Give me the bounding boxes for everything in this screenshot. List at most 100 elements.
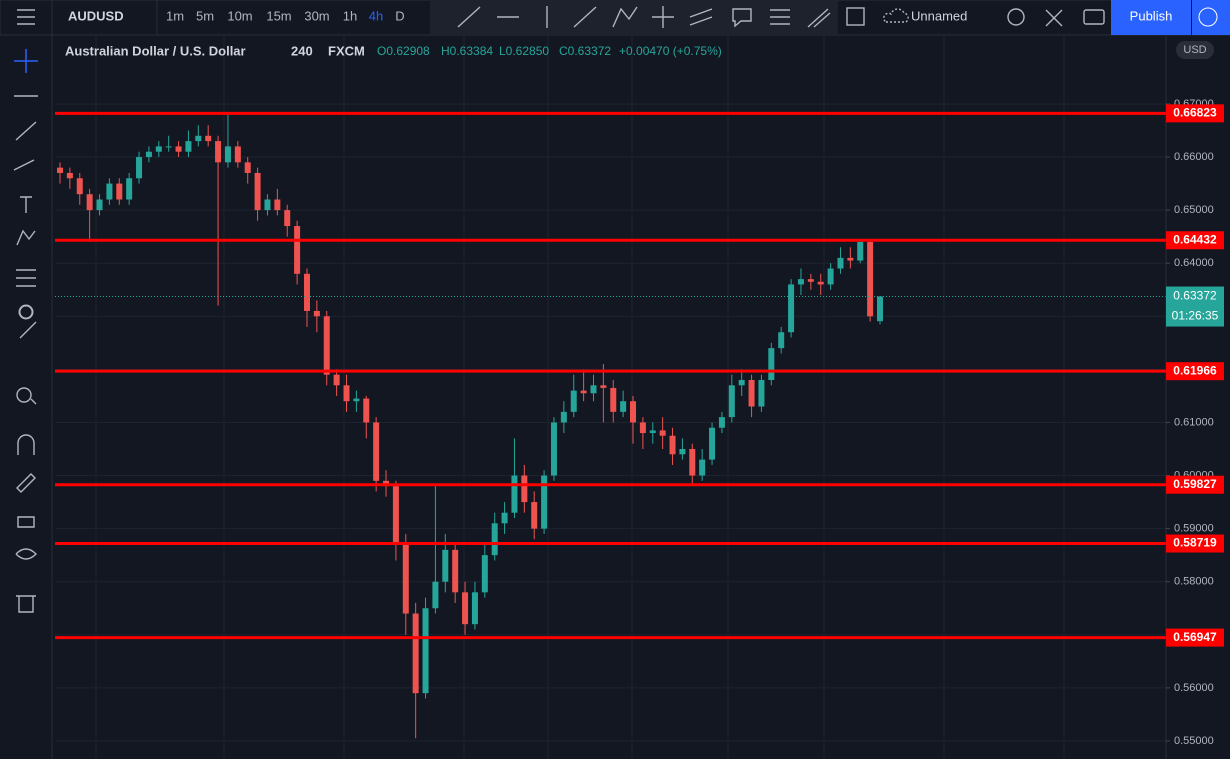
candle-body <box>126 178 133 200</box>
candle-body <box>541 475 548 529</box>
interval-button[interactable]: 4h <box>369 8 383 23</box>
candle-body <box>363 398 370 423</box>
level-label: 0.61966 <box>1173 363 1217 377</box>
candle-body <box>195 135 202 142</box>
candle-body <box>728 385 735 418</box>
candle-body <box>402 544 409 614</box>
level-label: 0.66823 <box>1173 106 1217 120</box>
symbol[interactable]: AUDUSD <box>68 8 124 23</box>
candle-body <box>689 448 696 476</box>
candle-body <box>145 151 152 158</box>
interval-button[interactable]: D <box>395 8 404 23</box>
level-tag <box>1166 475 1224 494</box>
candle-body <box>877 296 883 322</box>
drawing-tools[interactable] <box>457 6 831 28</box>
candle-body <box>590 385 597 394</box>
candle-body <box>639 422 646 434</box>
replay-button[interactable] <box>1192 0 1230 35</box>
candle-body <box>462 592 469 625</box>
candle-body <box>422 608 429 694</box>
cloud-icon <box>883 8 909 23</box>
layout-name[interactable]: Unnamed <box>911 8 967 23</box>
candle-body <box>817 281 824 285</box>
candle-body <box>373 422 380 481</box>
currency-badge[interactable] <box>1176 41 1214 59</box>
candle-body <box>215 141 222 163</box>
candle-body <box>679 448 686 455</box>
legend-open: O0.62908 <box>377 44 430 58</box>
candle-body <box>511 475 518 513</box>
candle-body <box>244 162 251 173</box>
level-label: 0.58719 <box>1173 536 1217 550</box>
left-toolbar[interactable] <box>13 49 38 613</box>
menu-button[interactable] <box>17 9 35 25</box>
candle-body <box>531 502 538 529</box>
candle-body <box>442 549 449 582</box>
candle-body <box>264 199 271 211</box>
candle-body <box>857 241 864 261</box>
fullscreen-button[interactable] <box>1045 9 1063 27</box>
screenshot-button[interactable] <box>1083 9 1105 25</box>
level-label: 0.59827 <box>1173 477 1217 491</box>
level-tag <box>1166 628 1224 647</box>
y-tick-label: 0.64000 <box>1174 257 1214 269</box>
candle-body <box>620 401 627 412</box>
candle-body <box>86 194 93 211</box>
candle-body <box>501 512 508 524</box>
candle-body <box>748 379 755 407</box>
level-label: 0.64432 <box>1173 232 1217 246</box>
candle-body <box>649 430 656 434</box>
candle-body <box>847 257 854 261</box>
y-tick-label: 0.61000 <box>1174 416 1214 428</box>
candle-body <box>333 374 340 386</box>
interval-button[interactable]: 10m <box>227 8 252 23</box>
grid <box>55 36 1166 759</box>
candle-body <box>175 146 182 152</box>
intervals: 1m 5m 10m 15m 30m 1h 4h D <box>166 8 405 23</box>
candle-body <box>205 135 212 142</box>
level-tag <box>1166 104 1224 123</box>
candle-body <box>758 379 765 407</box>
legend-close: C0.63372 <box>559 44 611 58</box>
publish-button[interactable] <box>1111 0 1191 35</box>
rectangle-tool[interactable] <box>846 7 865 26</box>
y-tick-label: 0.58000 <box>1174 576 1214 588</box>
interval-button[interactable]: 1h <box>343 8 357 23</box>
candle-body <box>699 459 706 476</box>
price-axis: 0.550000.560000.570000.580000.590000.600… <box>1166 98 1224 747</box>
candle-body <box>66 172 73 179</box>
y-tick-label: 0.66000 <box>1174 151 1214 163</box>
legend-title: Australian Dollar / U.S. Dollar <box>65 43 246 58</box>
candle-body <box>491 523 498 556</box>
candle-body <box>471 592 478 625</box>
countdown-label: 01:26:35 <box>1172 309 1219 323</box>
y-tick-label: 0.59000 <box>1174 523 1214 535</box>
candle-body <box>738 379 745 386</box>
candle-body <box>807 279 814 282</box>
candle-body <box>136 157 143 179</box>
replay-icon <box>1198 7 1218 27</box>
candle-body <box>155 146 162 152</box>
candle-body <box>600 385 607 388</box>
candle-body <box>778 332 785 349</box>
interval-button[interactable]: 30m <box>304 8 329 23</box>
candle-body <box>284 210 291 227</box>
legend-change: +0.00470 (+0.75%) <box>619 44 722 58</box>
candle-body <box>788 284 795 333</box>
interval-button[interactable]: 1m <box>166 8 184 23</box>
candle-body <box>412 613 419 694</box>
candle-body <box>343 385 350 402</box>
candle-body <box>570 390 577 412</box>
interval-button[interactable]: 15m <box>266 8 291 23</box>
legend-ohlc: O0.62908 H0.63384 L0.62850 C0.63372 +0.0… <box>377 44 722 58</box>
settings-button[interactable] <box>1007 8 1025 26</box>
interval-button[interactable]: 5m <box>196 8 214 23</box>
candle-body <box>274 199 281 211</box>
candle-body <box>432 581 439 609</box>
legend-low: L0.62850 <box>499 44 549 58</box>
candle-body <box>481 555 488 593</box>
current-price-tag <box>1166 286 1224 327</box>
publish-label: Publish <box>1130 8 1173 23</box>
